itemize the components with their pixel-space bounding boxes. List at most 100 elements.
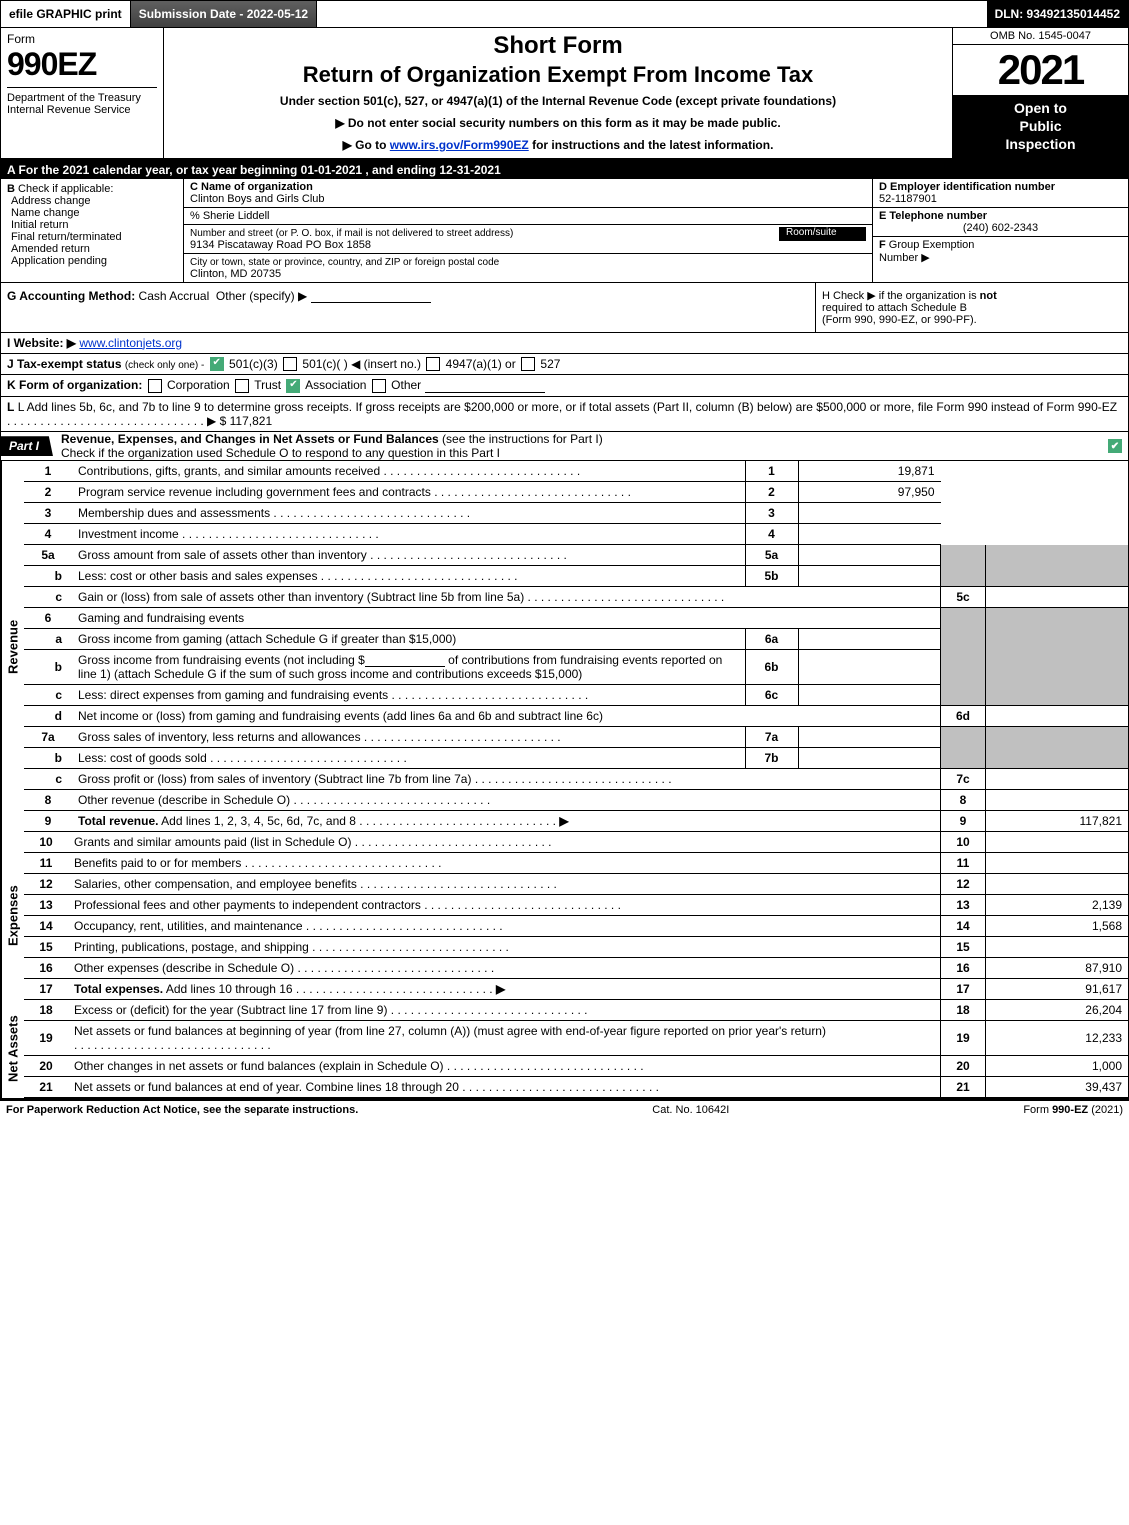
net-assets-section: Net Assets 18Excess or (deficit) for the… — [0, 1000, 1129, 1099]
chk-527[interactable] — [521, 357, 535, 371]
part1-header: Part I Revenue, Expenses, and Changes in… — [0, 432, 1129, 461]
other-org-input[interactable] — [425, 380, 545, 393]
revenue-section: Revenue 1Contributions, gifts, grants, a… — [0, 461, 1129, 832]
part1-tab: Part I — [1, 436, 53, 456]
header-left: Form 990EZ Department of the Treasury In… — [1, 28, 164, 158]
line-6: 6Gaming and fundraising events — [24, 608, 1128, 629]
efile-label: efile GRAPHIC print — [1, 1, 131, 27]
line-21: 21Net assets or fund balances at end of … — [24, 1077, 1128, 1098]
g-label: G Accounting Method: — [7, 289, 135, 303]
line-11: 11Benefits paid to or for members11 — [24, 853, 1128, 874]
line-3: 3Membership dues and assessments3 — [24, 503, 1128, 524]
chk-corp[interactable] — [148, 379, 162, 393]
row-gh: G Accounting Method: Cash Accrual Other … — [0, 283, 1129, 333]
goto-link[interactable]: www.irs.gov/Form990EZ — [390, 138, 529, 152]
care-of: % Sherie Liddell — [190, 210, 270, 222]
row-i: I Website: ▶ www.clintonjets.org — [0, 333, 1129, 354]
6b-amount-input[interactable] — [365, 654, 445, 667]
i-label: I Website: ▶ — [7, 336, 76, 350]
website-link[interactable]: www.clintonjets.org — [79, 336, 182, 350]
col-c-org: C Name of organization Clinton Boys and … — [184, 179, 873, 282]
row-k: K Form of organization: Corporation Trus… — [0, 375, 1129, 397]
check-applicable-label: Check if applicable: — [18, 183, 113, 195]
d-label: D Employer identification number — [879, 181, 1055, 193]
form-header: Form 990EZ Department of the Treasury In… — [0, 28, 1129, 161]
header-right: OMB No. 1545-0047 2021 Open to Public In… — [953, 28, 1128, 158]
h-text1: H Check ▶ — [822, 290, 876, 302]
line-9: 9Total revenue. Add lines 1, 2, 3, 4, 5c… — [24, 811, 1128, 832]
row-a-tax-year: A For the 2021 calendar year, or tax yea… — [0, 161, 1129, 179]
chk-501c[interactable] — [283, 357, 297, 371]
line-1: 1Contributions, gifts, grants, and simil… — [24, 461, 1128, 482]
chk-4947[interactable] — [426, 357, 440, 371]
h-text2: if the organization is — [879, 290, 980, 302]
line-14: 14Occupancy, rent, utilities, and mainte… — [24, 916, 1128, 937]
no-ssn-directive: Do not enter social security numbers on … — [335, 116, 780, 130]
chk-trust[interactable] — [235, 379, 249, 393]
street-value: 9134 Piscataway Road PO Box 1858 — [190, 239, 371, 251]
part1-schedule-o-check[interactable]: ✔ — [1108, 439, 1122, 453]
c-label: C Name of organization — [190, 181, 313, 193]
line-7a: 7aGross sales of inventory, less returns… — [24, 727, 1128, 748]
line-12: 12Salaries, other compensation, and empl… — [24, 874, 1128, 895]
other-specify-input[interactable] — [311, 290, 431, 303]
open-public-inspection: Open to Public Inspection — [953, 95, 1128, 158]
footer-left: For Paperwork Reduction Act Notice, see … — [6, 1104, 358, 1116]
l-text: L Add lines 5b, 6c, and 7b to line 9 to … — [18, 400, 1117, 414]
return-title: Return of Organization Exempt From Incom… — [174, 62, 942, 88]
omb-number: OMB No. 1545-0047 — [953, 28, 1128, 45]
topbar: efile GRAPHIC print Submission Date - 20… — [0, 0, 1129, 28]
expenses-side-label: Expenses — [1, 832, 24, 1000]
part1-check-text: Check if the organization used Schedule … — [61, 446, 500, 460]
l-amount: $ 117,821 — [220, 414, 273, 428]
under-section: Under section 501(c), 527, or 4947(a)(1)… — [174, 94, 942, 108]
form-word: Form — [7, 32, 157, 46]
h-text3: required to attach Schedule B — [822, 302, 967, 314]
line-10: 10Grants and similar amounts paid (list … — [24, 832, 1128, 853]
h-text4: (Form 990, 990-EZ, or 990-PF). — [822, 314, 977, 326]
line-8: 8Other revenue (describe in Schedule O)8 — [24, 790, 1128, 811]
line-19: 19Net assets or fund balances at beginni… — [24, 1021, 1128, 1056]
org-name: Clinton Boys and Girls Club — [190, 193, 325, 205]
phone-value: (240) 602-2343 — [879, 222, 1122, 234]
form-number: 990EZ — [7, 46, 157, 83]
room-suite-label: Room/suite — [779, 227, 866, 241]
section-bcdef: B Check if applicable: Address change Na… — [0, 179, 1129, 283]
line-5c: cGain or (loss) from sale of assets othe… — [24, 587, 1128, 608]
line-6d: dNet income or (loss) from gaming and fu… — [24, 706, 1128, 727]
line-2: 2Program service revenue including gover… — [24, 482, 1128, 503]
dln-label: DLN: 93492135014452 — [987, 1, 1128, 27]
col-b-checks: B Check if applicable: Address change Na… — [1, 179, 184, 282]
irs-label: Internal Revenue Service — [7, 104, 131, 116]
street-label: Number and street (or P. O. box, if mail… — [190, 228, 513, 239]
part1-title: Revenue, Expenses, and Changes in Net As… — [61, 432, 439, 446]
line-20: 20Other changes in net assets or fund ba… — [24, 1056, 1128, 1077]
chk-501c3[interactable] — [210, 357, 224, 371]
topbar-spacer — [317, 1, 986, 27]
city-value: Clinton, MD 20735 — [190, 268, 281, 280]
row-l: L L Add lines 5b, 6c, and 7b to line 9 t… — [0, 397, 1129, 432]
revenue-side-label: Revenue — [1, 461, 24, 832]
line-7c: cGross profit or (loss) from sales of in… — [24, 769, 1128, 790]
city-label: City or town, state or province, country… — [190, 257, 499, 268]
line-15: 15Printing, publications, postage, and s… — [24, 937, 1128, 958]
tax-year: 2021 — [953, 45, 1128, 95]
footer-cat: Cat. No. 10642I — [652, 1104, 729, 1116]
header-center: Short Form Return of Organization Exempt… — [164, 28, 953, 158]
chk-other-org[interactable] — [372, 379, 386, 393]
goto-suffix: for instructions and the latest informat… — [529, 138, 774, 152]
chk-assoc[interactable] — [286, 379, 300, 393]
netassets-side-label: Net Assets — [1, 1000, 24, 1098]
line-16: 16Other expenses (describe in Schedule O… — [24, 958, 1128, 979]
col-def: D Employer identification number 52-1187… — [873, 179, 1128, 282]
part1-see: (see the instructions for Part I) — [442, 432, 603, 446]
j-label: J Tax-exempt status — [7, 357, 122, 371]
short-form-title: Short Form — [174, 32, 942, 60]
submission-date-button[interactable]: Submission Date - 2022-05-12 — [131, 1, 317, 27]
page-footer: For Paperwork Reduction Act Notice, see … — [0, 1099, 1129, 1119]
line-17: 17Total expenses. Add lines 10 through 1… — [24, 979, 1128, 1000]
line-13: 13Professional fees and other payments t… — [24, 895, 1128, 916]
dept-treasury: Department of the Treasury — [7, 92, 141, 104]
line-18: 18Excess or (deficit) for the year (Subt… — [24, 1000, 1128, 1021]
goto-prefix: Go to — [355, 138, 390, 152]
